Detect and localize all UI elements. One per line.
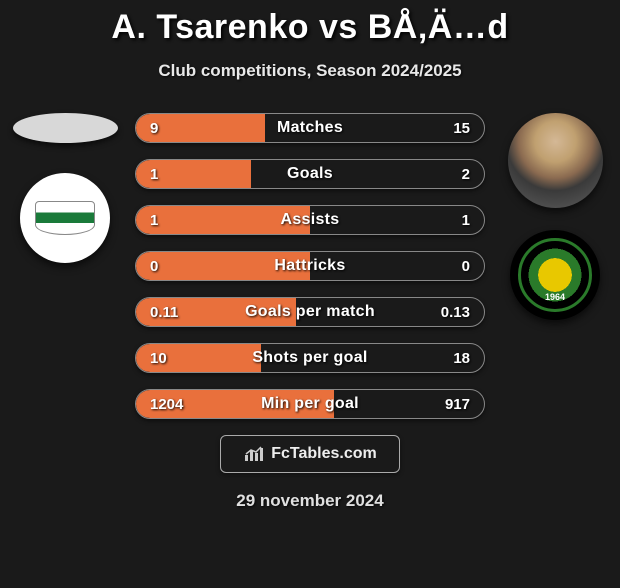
stat-label: Goals — [136, 165, 484, 183]
stat-label: Goals per match — [136, 303, 484, 321]
stat-label: Assists — [136, 211, 484, 229]
stat-row: 10Shots per goal18 — [135, 343, 485, 373]
stat-right-value: 15 — [453, 120, 470, 137]
stat-right-value: 917 — [445, 396, 470, 413]
stats-list: 9Matches151Goals21Assists10Hattricks00.1… — [135, 113, 485, 419]
page-title: A. Tsarenko vs BÅ‚Ä…d — [0, 8, 620, 47]
stat-row: 1204Min per goal917 — [135, 389, 485, 419]
chart-icon — [243, 445, 265, 463]
comparison-content: 9Matches151Goals21Assists10Hattricks00.1… — [0, 113, 620, 419]
stat-label: Hattricks — [136, 257, 484, 275]
subtitle: Club competitions, Season 2024/2025 — [0, 61, 620, 81]
stat-label: Min per goal — [136, 395, 484, 413]
stat-right-value: 0.13 — [441, 304, 470, 321]
stat-row: 9Matches15 — [135, 113, 485, 143]
stat-row: 1Assists1 — [135, 205, 485, 235]
stat-label: Shots per goal — [136, 349, 484, 367]
stat-row: 1Goals2 — [135, 159, 485, 189]
stat-right-value: 18 — [453, 350, 470, 367]
right-player-column — [500, 113, 610, 320]
brand-badge[interactable]: FcTables.com — [220, 435, 400, 473]
brand-text: FcTables.com — [271, 445, 377, 463]
stat-row: 0.11Goals per match0.13 — [135, 297, 485, 327]
stat-right-value: 2 — [462, 166, 470, 183]
footer-date: 29 november 2024 — [0, 491, 620, 511]
stat-row: 0Hattricks0 — [135, 251, 485, 281]
right-player-photo — [508, 113, 603, 208]
stat-label: Matches — [136, 119, 484, 137]
right-club-badge — [510, 230, 600, 320]
left-club-badge — [20, 173, 110, 263]
stat-right-value: 1 — [462, 212, 470, 229]
left-player-column — [10, 113, 120, 263]
stat-right-value: 0 — [462, 258, 470, 275]
left-player-placeholder — [13, 113, 118, 143]
